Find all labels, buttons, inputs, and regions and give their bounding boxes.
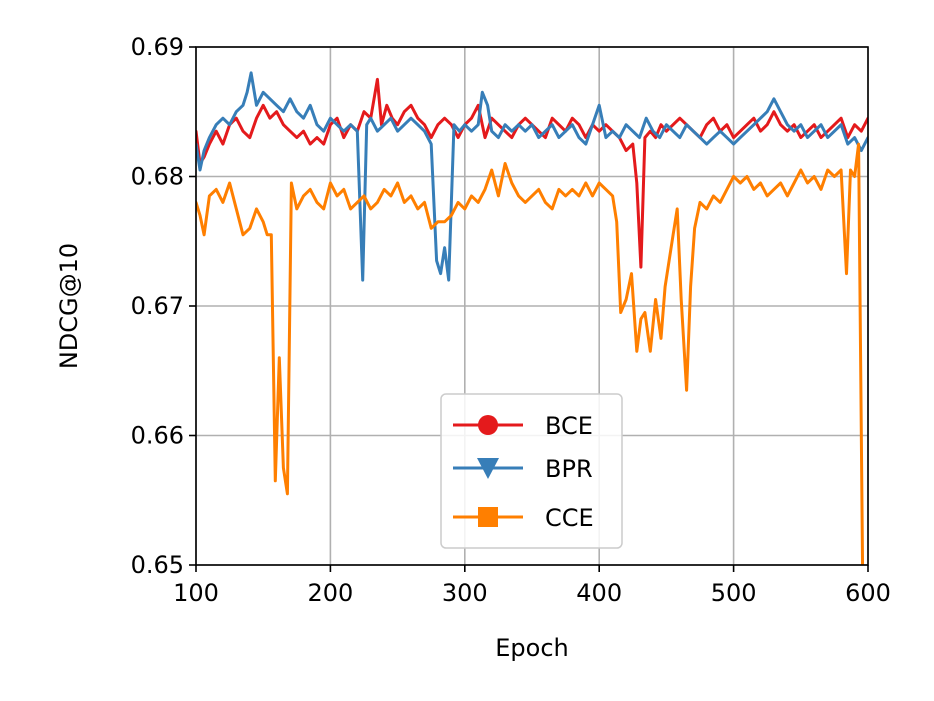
legend-label-bpr: BPR (545, 455, 593, 483)
series-line-bpr (196, 71, 868, 282)
y-tick-label: 0.66 (131, 422, 184, 450)
legend-label-cce: CCE (545, 504, 594, 532)
y-axis-label: NDCG@10 (55, 243, 83, 369)
legend: BCE BPR CCE (440, 393, 623, 549)
x-axis-label: Epoch (495, 634, 569, 662)
series-line-cce (196, 142, 865, 565)
y-tick-label: 0.69 (131, 33, 184, 61)
legend-marker-circle (478, 415, 498, 435)
y-tick-label: 0.67 (131, 292, 184, 320)
legend-marker-triangle (477, 458, 499, 479)
x-tick-label: 300 (442, 579, 488, 607)
x-tick-label: 100 (173, 579, 219, 607)
y-tick-label: 0.65 (131, 551, 184, 579)
x-tick-label: 500 (711, 579, 757, 607)
x-tick-label: 200 (307, 579, 353, 607)
legend-marker-square (478, 507, 498, 527)
legend-box (440, 393, 623, 549)
legend-entries: BCE BPR CCE (453, 412, 594, 532)
series-line-bce (196, 77, 868, 269)
tick-layer: 100 200 300 400 500 600 0.65 0.66 0.67 0.68 0.69 (131, 33, 891, 607)
x-tick-label: 400 (576, 579, 622, 607)
y-tick-label: 0.68 (131, 163, 184, 191)
series-layer (196, 71, 868, 565)
legend-label-bce: BCE (545, 412, 593, 440)
x-tick-label: 600 (845, 579, 891, 607)
